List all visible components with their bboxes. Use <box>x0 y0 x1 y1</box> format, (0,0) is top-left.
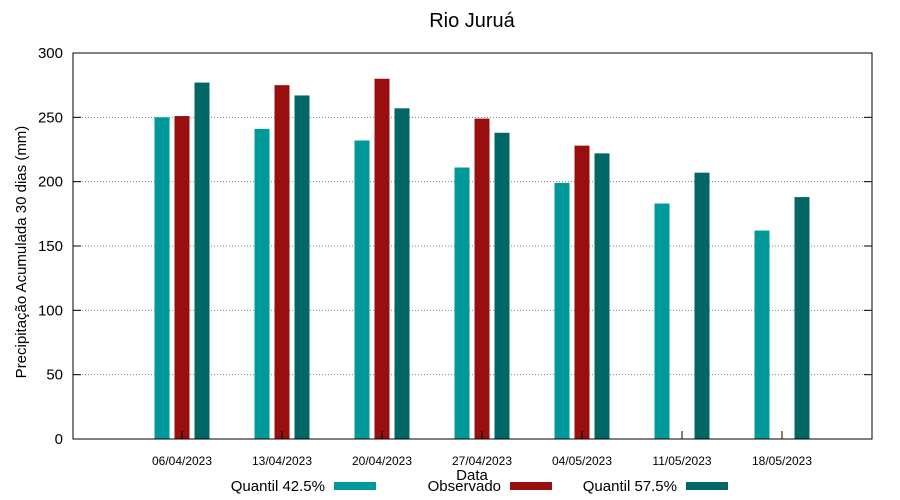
bar-quantil-42-5 <box>354 140 370 439</box>
x-axis-label: Data <box>456 467 488 484</box>
bar-quantil-42-5 <box>654 203 670 439</box>
x-tick-label: 20/04/2023 <box>352 454 412 468</box>
x-tick-label: 18/05/2023 <box>752 454 812 468</box>
bar-quantil-57-5 <box>294 95 310 440</box>
legend-label: Quantil 42.5% <box>231 478 325 495</box>
bar-observado <box>274 85 290 440</box>
legend-label: Quantil 57.5% <box>583 478 677 495</box>
bar-observado <box>374 78 390 439</box>
x-tick-label: 04/05/2023 <box>552 454 612 468</box>
y-tick-label: 0 <box>55 431 63 448</box>
bar-quantil-57-5 <box>394 108 410 440</box>
legend-label: Observado <box>428 478 501 495</box>
y-tick-label: 150 <box>38 238 63 255</box>
legend: Quantil 42.5% Observado Quantil 57.5% <box>231 478 728 495</box>
x-tick-label: 11/05/2023 <box>652 454 711 468</box>
bar-quantil-42-5 <box>254 128 270 439</box>
y-tick-label: 50 <box>46 367 63 384</box>
legend-swatch <box>334 482 376 490</box>
bar-quantil-57-5 <box>694 172 710 439</box>
bars-layer <box>154 78 810 440</box>
grid-layer <box>73 116 872 376</box>
bar-quantil-42-5 <box>554 182 570 439</box>
chart-title: Rio Juruá <box>429 10 515 32</box>
legend-swatch <box>686 482 728 490</box>
y-tick-label: 100 <box>38 302 63 319</box>
legend-swatch <box>510 482 552 490</box>
x-tick-label: 27/04/2023 <box>452 454 512 468</box>
bar-quantil-57-5 <box>494 132 510 440</box>
x-tick-label: 13/04/2023 <box>252 454 312 468</box>
x-tick-label: 06/04/2023 <box>152 454 212 468</box>
bar-quantil-42-5 <box>754 230 770 439</box>
bar-quantil-57-5 <box>794 197 810 439</box>
bar-quantil-42-5 <box>454 167 470 439</box>
y-tick-label: 200 <box>38 174 63 191</box>
y-tick-label: 250 <box>38 109 63 126</box>
bar-quantil-57-5 <box>194 82 210 440</box>
bar-quantil-57-5 <box>594 153 610 440</box>
bar-quantil-42-5 <box>154 117 170 439</box>
bar-observado <box>574 145 590 439</box>
y-tick-label: 300 <box>38 45 63 62</box>
ticks-layer: 0 50 100 150 200 250 300 06/04/2023 13/04/2023 20… <box>38 45 872 468</box>
y-axis-label: Precipitação Acumulada 30 dias (mm) <box>13 126 30 379</box>
bar-observado <box>174 116 190 440</box>
bar-observado <box>474 118 490 440</box>
